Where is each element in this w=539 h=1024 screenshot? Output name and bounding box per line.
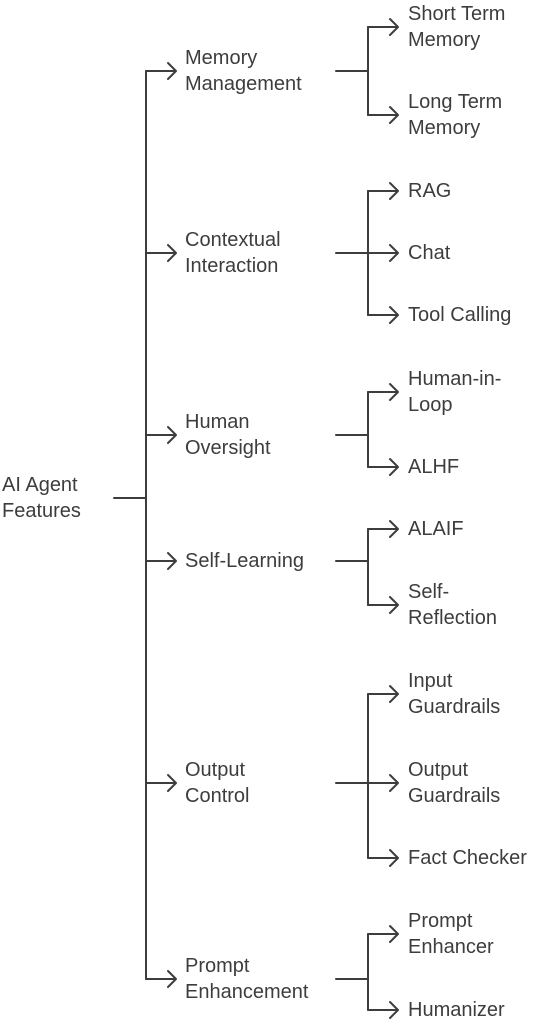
root-node-line: AI Agent [2,474,78,496]
arrow-to-alhf [367,458,399,476]
category-output-control-line: Output [185,759,246,781]
category-contextual-interaction-line: Contextual [185,229,281,251]
arrow-to-tool-calling [367,306,399,324]
feature-alhf: ALHF [408,454,459,480]
feature-prompt-enhancer-line: Prompt [408,910,473,932]
feature-input-guardrails: Input Guardrails [408,668,500,720]
feature-tool-calling: Tool Calling [408,302,511,328]
category-contextual-interaction-line: Interaction [185,255,279,277]
arrow-to-humanizer [367,1001,399,1019]
category-human-oversight-line: Oversight [185,437,271,459]
arrow-to-self-learning [145,552,177,570]
feature-rag-line: RAG [408,180,452,202]
category-memory-management: Memory Management [185,45,302,97]
arrow-to-long-term-memory [367,106,399,124]
feature-human-in-loop-line: Loop [408,394,453,416]
arrow-to-alaif [367,520,399,538]
feature-long-term-memory-line: Memory [408,117,481,139]
feature-self-reflection-line: Reflection [408,607,497,629]
category-prompt-enhancement: Prompt Enhancement [185,953,308,1005]
category-output-control: Output Control [185,757,249,809]
category-output-control-line: Control [185,785,250,807]
root-node: AI Agent Features [2,472,81,524]
arrow-to-chat [367,244,399,262]
arrow-to-contextual-interaction [145,244,177,262]
category-prompt-enhancement-line: Enhancement [185,981,309,1003]
category-memory-management-line: Management [185,73,302,95]
feature-self-reflection-line: Self- [408,581,450,603]
feature-fact-checker-line: Fact Checker [408,847,527,869]
feature-alhf-line: ALHF [408,456,460,478]
feature-short-term-memory: Short Term Memory [408,1,505,53]
feature-chat-line: Chat [408,242,451,264]
arrow-to-memory-management [145,62,177,80]
feature-long-term-memory-line: Long Term [408,91,503,113]
category-memory-management-line: Memory [185,47,258,69]
arrow-to-short-term-memory [367,18,399,36]
arrow-to-prompt-enhancer [367,925,399,943]
arrow-to-fact-checker [367,849,399,867]
feature-rag: RAG [408,178,451,204]
feature-human-in-loop: Human-in- Loop [408,366,501,418]
category-self-learning-line: Self-Learning [185,550,304,572]
feature-prompt-enhancer-line: Enhancer [408,936,494,958]
arrow-to-human-in-loop [367,383,399,401]
arrow-to-output-control [145,774,177,792]
feature-short-term-memory-line: Memory [408,29,481,51]
feature-long-term-memory: Long Term Memory [408,89,502,141]
feature-short-term-memory-line: Short Term [408,3,506,25]
feature-input-guardrails-line: Input [408,670,453,692]
arrow-to-prompt-enhancement [145,970,177,988]
category-human-oversight: Human Oversight [185,409,271,461]
arrow-to-self-reflection [367,596,399,614]
category-prompt-enhancement-line: Prompt [185,955,250,977]
feature-alaif-line: ALAIF [408,518,464,540]
feature-alaif: ALAIF [408,516,464,542]
arrow-to-human-oversight [145,426,177,444]
category-self-learning: Self-Learning [185,548,304,574]
feature-chat: Chat [408,240,450,266]
feature-humanizer-line: Humanizer [408,999,505,1021]
arrow-to-rag [367,182,399,200]
feature-self-reflection: Self- Reflection [408,579,497,631]
feature-human-in-loop-line: Human-in- [408,368,502,390]
arrow-to-output-guardrails [367,774,399,792]
feature-input-guardrails-line: Guardrails [408,696,501,718]
feature-output-guardrails: Output Guardrails [408,757,500,809]
feature-output-guardrails-line: Guardrails [408,785,501,807]
arrow-to-input-guardrails [367,685,399,703]
feature-tool-calling-line: Tool Calling [408,304,512,326]
feature-prompt-enhancer: Prompt Enhancer [408,908,494,960]
feature-output-guardrails-line: Output [408,759,469,781]
category-contextual-interaction: Contextual Interaction [185,227,281,279]
feature-humanizer: Humanizer [408,997,505,1023]
category-human-oversight-line: Human [185,411,250,433]
feature-fact-checker: Fact Checker [408,845,527,871]
root-node-line: Features [2,500,81,522]
